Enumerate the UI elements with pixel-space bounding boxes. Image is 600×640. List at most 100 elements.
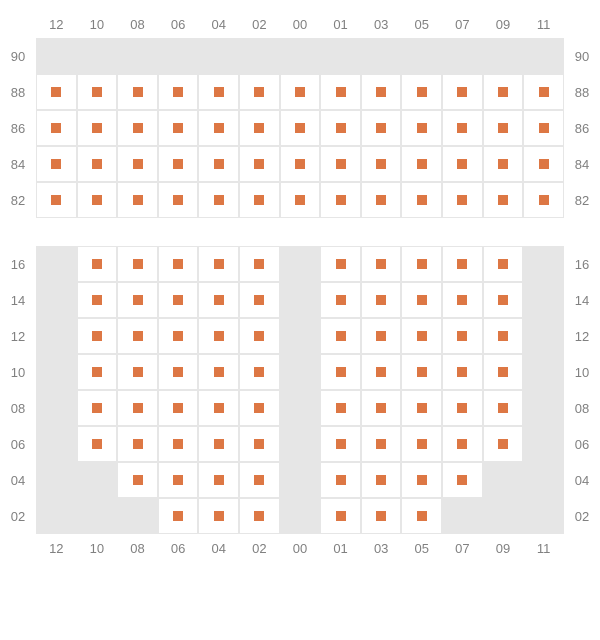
seat-available[interactable] (442, 110, 483, 146)
seat-available[interactable] (158, 318, 199, 354)
seat-available[interactable] (239, 182, 280, 218)
seat-available[interactable] (117, 74, 158, 110)
seat-available[interactable] (361, 282, 402, 318)
seat-available[interactable] (442, 74, 483, 110)
seat-available[interactable] (117, 390, 158, 426)
seat-available[interactable] (483, 354, 524, 390)
seat-available[interactable] (320, 182, 361, 218)
seat-available[interactable] (401, 462, 442, 498)
seat-available[interactable] (36, 182, 77, 218)
seat-available[interactable] (239, 318, 280, 354)
seat-available[interactable] (320, 246, 361, 282)
seat-available[interactable] (361, 146, 402, 182)
seat-available[interactable] (320, 74, 361, 110)
seat-available[interactable] (77, 146, 118, 182)
seat-available[interactable] (198, 390, 239, 426)
seat-available[interactable] (280, 74, 321, 110)
seat-available[interactable] (442, 354, 483, 390)
seat-available[interactable] (77, 354, 118, 390)
seat-available[interactable] (117, 354, 158, 390)
seat-available[interactable] (361, 110, 402, 146)
seat-available[interactable] (361, 390, 402, 426)
seat-available[interactable] (198, 318, 239, 354)
seat-available[interactable] (401, 390, 442, 426)
seat-available[interactable] (158, 390, 199, 426)
seat-available[interactable] (117, 426, 158, 462)
seat-available[interactable] (77, 182, 118, 218)
seat-available[interactable] (320, 146, 361, 182)
seat-available[interactable] (239, 282, 280, 318)
seat-available[interactable] (117, 318, 158, 354)
seat-available[interactable] (158, 146, 199, 182)
seat-available[interactable] (442, 318, 483, 354)
seat-available[interactable] (239, 74, 280, 110)
seat-available[interactable] (77, 426, 118, 462)
seat-available[interactable] (401, 354, 442, 390)
seat-available[interactable] (198, 146, 239, 182)
seat-available[interactable] (239, 110, 280, 146)
seat-available[interactable] (117, 462, 158, 498)
seat-available[interactable] (198, 282, 239, 318)
seat-available[interactable] (442, 146, 483, 182)
seat-available[interactable] (280, 182, 321, 218)
seat-available[interactable] (483, 318, 524, 354)
seat-available[interactable] (280, 146, 321, 182)
seat-available[interactable] (198, 354, 239, 390)
seat-available[interactable] (483, 246, 524, 282)
seat-available[interactable] (36, 74, 77, 110)
seat-available[interactable] (320, 390, 361, 426)
seat-available[interactable] (320, 282, 361, 318)
seat-available[interactable] (401, 498, 442, 534)
seat-available[interactable] (361, 246, 402, 282)
seat-available[interactable] (401, 74, 442, 110)
seat-available[interactable] (361, 426, 402, 462)
seat-available[interactable] (198, 498, 239, 534)
seat-available[interactable] (361, 498, 402, 534)
seat-available[interactable] (442, 246, 483, 282)
seat-available[interactable] (483, 110, 524, 146)
seat-available[interactable] (401, 110, 442, 146)
seat-available[interactable] (117, 246, 158, 282)
seat-available[interactable] (320, 354, 361, 390)
seat-available[interactable] (117, 146, 158, 182)
seat-available[interactable] (361, 318, 402, 354)
seat-available[interactable] (77, 110, 118, 146)
seat-available[interactable] (77, 246, 118, 282)
seat-available[interactable] (361, 462, 402, 498)
seat-available[interactable] (77, 74, 118, 110)
seat-available[interactable] (117, 110, 158, 146)
seat-available[interactable] (198, 462, 239, 498)
seat-available[interactable] (442, 182, 483, 218)
seat-available[interactable] (239, 354, 280, 390)
seat-available[interactable] (239, 390, 280, 426)
seat-available[interactable] (361, 354, 402, 390)
seat-available[interactable] (320, 318, 361, 354)
seat-available[interactable] (198, 110, 239, 146)
seat-available[interactable] (320, 426, 361, 462)
seat-available[interactable] (239, 146, 280, 182)
seat-available[interactable] (361, 74, 402, 110)
seat-available[interactable] (401, 282, 442, 318)
seat-available[interactable] (198, 426, 239, 462)
seat-available[interactable] (442, 390, 483, 426)
seat-available[interactable] (158, 74, 199, 110)
seat-available[interactable] (401, 182, 442, 218)
seat-available[interactable] (320, 462, 361, 498)
seat-available[interactable] (483, 146, 524, 182)
seat-available[interactable] (280, 110, 321, 146)
seat-available[interactable] (483, 74, 524, 110)
seat-available[interactable] (401, 146, 442, 182)
seat-available[interactable] (198, 74, 239, 110)
seat-available[interactable] (483, 282, 524, 318)
seat-available[interactable] (198, 182, 239, 218)
seat-available[interactable] (36, 146, 77, 182)
seat-available[interactable] (158, 110, 199, 146)
seat-available[interactable] (401, 426, 442, 462)
seat-available[interactable] (523, 146, 564, 182)
seat-available[interactable] (117, 182, 158, 218)
seat-available[interactable] (198, 246, 239, 282)
seat-available[interactable] (239, 462, 280, 498)
seat-available[interactable] (158, 354, 199, 390)
seat-available[interactable] (523, 110, 564, 146)
seat-available[interactable] (158, 246, 199, 282)
